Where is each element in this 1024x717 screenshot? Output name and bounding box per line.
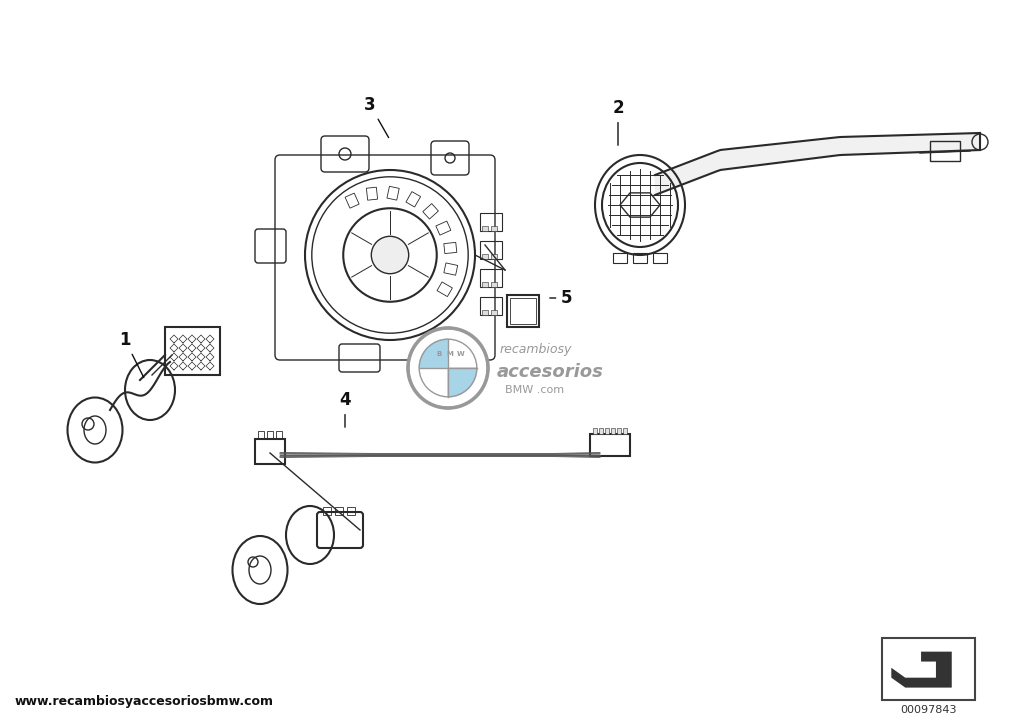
- Bar: [482, 310, 488, 315]
- Text: 2: 2: [612, 99, 624, 146]
- Bar: [347, 507, 355, 515]
- Text: W: W: [457, 351, 465, 356]
- Bar: [258, 431, 264, 439]
- Polygon shape: [449, 368, 477, 397]
- Bar: [482, 282, 488, 287]
- Bar: [436, 221, 451, 235]
- Bar: [507, 295, 539, 327]
- Bar: [633, 253, 647, 263]
- Bar: [510, 298, 536, 324]
- Bar: [930, 141, 961, 161]
- Bar: [599, 428, 603, 434]
- Bar: [443, 242, 457, 254]
- Bar: [490, 254, 497, 259]
- Bar: [335, 507, 343, 515]
- Bar: [443, 263, 458, 275]
- Bar: [490, 226, 497, 231]
- Text: B: B: [436, 351, 441, 356]
- Bar: [267, 431, 273, 439]
- Bar: [165, 327, 220, 375]
- Bar: [423, 204, 438, 219]
- Text: 3: 3: [365, 96, 389, 138]
- Bar: [437, 282, 453, 297]
- Bar: [490, 282, 497, 287]
- Circle shape: [408, 328, 488, 408]
- Bar: [490, 310, 497, 315]
- Text: www.recambiosyaccesoriosbmw.com: www.recambiosyaccesoriosbmw.com: [15, 695, 274, 708]
- Bar: [480, 269, 502, 287]
- Bar: [593, 428, 597, 434]
- Bar: [367, 187, 378, 200]
- Bar: [611, 428, 615, 434]
- Bar: [882, 638, 975, 700]
- Bar: [482, 226, 488, 231]
- Text: 00097843: 00097843: [900, 705, 956, 715]
- Text: BMW .com: BMW .com: [505, 385, 564, 395]
- Bar: [255, 439, 285, 464]
- Text: M: M: [446, 351, 454, 356]
- Bar: [387, 186, 399, 200]
- Text: 1: 1: [119, 331, 143, 378]
- Polygon shape: [419, 339, 449, 368]
- Bar: [406, 191, 421, 207]
- Bar: [480, 297, 502, 315]
- Polygon shape: [891, 652, 951, 688]
- Bar: [276, 431, 282, 439]
- Bar: [482, 254, 488, 259]
- Text: recambiosy: recambiosy: [500, 343, 572, 356]
- Bar: [590, 434, 630, 456]
- Circle shape: [372, 237, 409, 274]
- Bar: [617, 428, 621, 434]
- Bar: [613, 253, 627, 263]
- Bar: [480, 213, 502, 231]
- Bar: [345, 193, 359, 208]
- Bar: [605, 428, 609, 434]
- Text: accesorios: accesorios: [497, 363, 604, 381]
- Bar: [323, 507, 331, 515]
- Bar: [480, 241, 502, 259]
- Text: 4: 4: [339, 391, 351, 427]
- Bar: [623, 428, 627, 434]
- Bar: [653, 253, 667, 263]
- Text: 5: 5: [550, 289, 572, 307]
